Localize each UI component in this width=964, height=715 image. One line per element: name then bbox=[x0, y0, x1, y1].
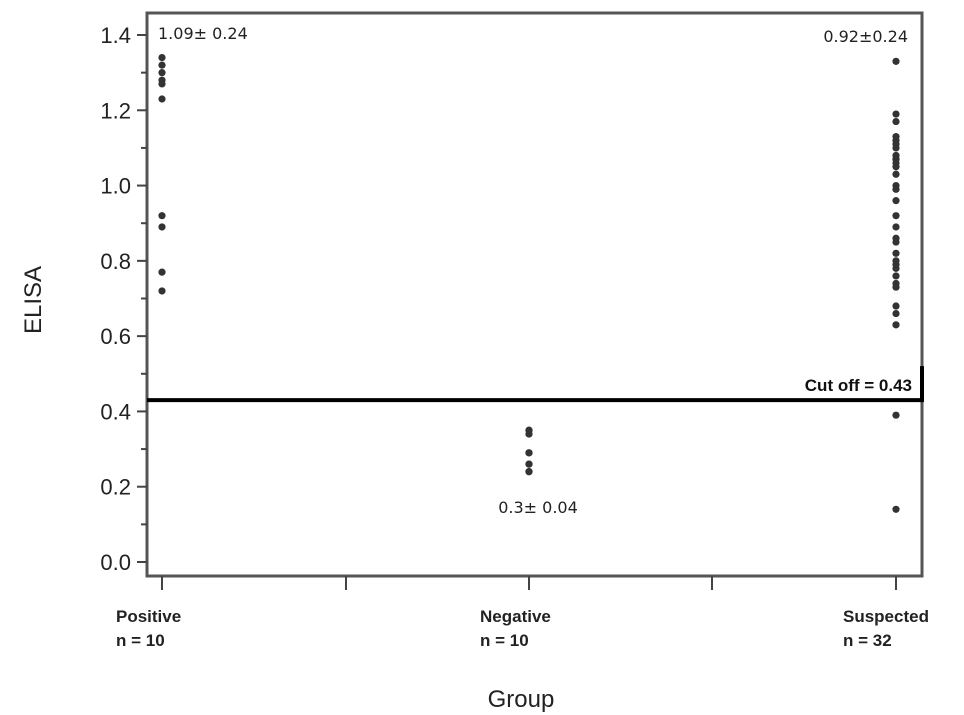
data-point bbox=[892, 58, 899, 65]
y-tick-label: 1.0 bbox=[100, 174, 131, 199]
data-point bbox=[892, 212, 899, 219]
data-point bbox=[892, 171, 899, 178]
y-tick-label: 0.8 bbox=[100, 249, 131, 274]
y-tick-label: 0.6 bbox=[100, 324, 131, 349]
data-point bbox=[892, 144, 899, 151]
data-point bbox=[158, 287, 165, 294]
data-point bbox=[525, 449, 532, 456]
data-point bbox=[892, 238, 899, 245]
data-point bbox=[892, 506, 899, 513]
category-count-label: n = 10 bbox=[116, 631, 165, 650]
y-tick-label: 0.0 bbox=[100, 550, 131, 575]
data-point bbox=[892, 412, 899, 419]
data-point bbox=[158, 223, 165, 230]
data-point bbox=[892, 272, 899, 279]
category-count-label: n = 32 bbox=[843, 631, 892, 650]
category-count-label: n = 10 bbox=[480, 631, 529, 650]
data-point bbox=[892, 118, 899, 125]
data-point bbox=[892, 223, 899, 230]
mean-sd-annotation: 1.09± 0.24 bbox=[158, 24, 248, 43]
y-tick-label: 0.4 bbox=[100, 399, 131, 424]
data-point bbox=[158, 269, 165, 276]
data-point bbox=[892, 265, 899, 272]
cutoff-label: Cut off = 0.43 bbox=[805, 376, 912, 395]
data-point bbox=[525, 468, 532, 475]
y-tick-label: 1.2 bbox=[100, 98, 131, 123]
data-point bbox=[892, 163, 899, 170]
mean-sd-annotation: 0.92±0.24 bbox=[823, 27, 908, 46]
data-point bbox=[892, 310, 899, 317]
data-point bbox=[892, 302, 899, 309]
data-point bbox=[892, 250, 899, 257]
data-point bbox=[525, 461, 532, 468]
y-axis-title: ELISA bbox=[20, 266, 47, 334]
plot-frame bbox=[147, 13, 922, 576]
data-point bbox=[158, 212, 165, 219]
data-point bbox=[158, 80, 165, 87]
data-point bbox=[892, 321, 899, 328]
y-tick-label: 1.4 bbox=[100, 23, 131, 48]
category-label: Positive bbox=[116, 607, 181, 626]
data-point bbox=[892, 197, 899, 204]
data-point bbox=[158, 95, 165, 102]
data-point bbox=[892, 186, 899, 193]
category-label: Negative bbox=[480, 607, 551, 626]
data-point bbox=[892, 284, 899, 291]
data-point bbox=[158, 54, 165, 61]
data-point bbox=[158, 62, 165, 69]
x-axis-title: Group bbox=[488, 686, 555, 713]
mean-sd-annotation: 0.3± 0.04 bbox=[498, 498, 578, 517]
data-point bbox=[158, 69, 165, 76]
y-tick-label: 0.2 bbox=[100, 475, 131, 500]
category-label: Suspected bbox=[843, 607, 929, 626]
data-point bbox=[892, 110, 899, 117]
data-point bbox=[525, 430, 532, 437]
